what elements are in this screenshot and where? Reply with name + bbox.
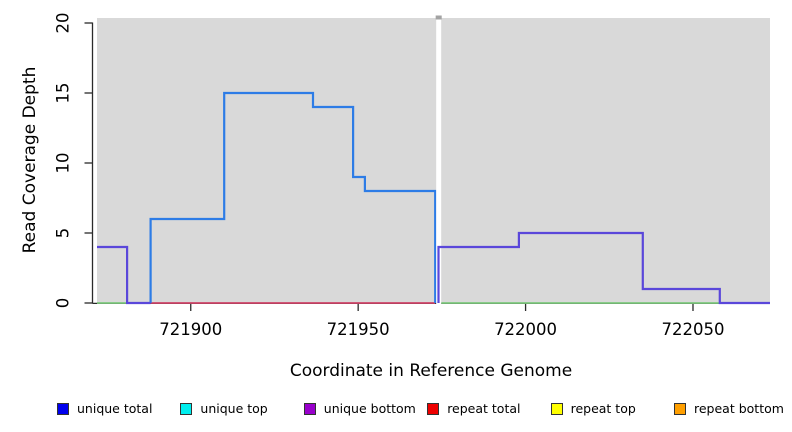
series-unique-bottom <box>97 245 151 305</box>
legend: unique total unique top unique bottom repea… <box>0 400 792 422</box>
legend-item-unique-bottom: unique bottom <box>303 400 416 418</box>
legend-swatch-unique-bottom <box>303 403 316 415</box>
legend-label: repeat total <box>447 401 521 416</box>
y-tick-label: 20 <box>54 13 73 34</box>
legend-item-unique-top: unique top <box>180 400 268 418</box>
x-tick-label: 722050 <box>661 320 724 339</box>
x-tick-label: 721950 <box>327 320 390 339</box>
legend-item-repeat-total: repeat total <box>427 400 521 418</box>
y-tick-label: 0 <box>54 298 73 309</box>
legend-swatch-repeat-total <box>427 403 440 415</box>
legend-label: repeat bottom <box>694 401 784 416</box>
x-tick-label: 721900 <box>159 320 222 339</box>
legend-label: unique top <box>200 401 268 416</box>
x-tick-label: 722000 <box>494 320 557 339</box>
legend-item-unique-total: unique total <box>57 400 152 418</box>
plot-panel <box>97 18 770 304</box>
legend-label: unique total <box>77 401 153 416</box>
legend-swatch-repeat-bottom <box>674 403 686 415</box>
legend-swatch-unique-top <box>180 403 193 415</box>
legend-item-repeat-bottom: repeat bottom <box>674 400 784 418</box>
y-tick-label: 5 <box>54 228 73 239</box>
legend-swatch-repeat-top <box>550 403 563 415</box>
legend-item-repeat-top: repeat top <box>550 400 636 418</box>
legend-label: unique bottom <box>323 401 416 416</box>
coverage-gap-cap <box>435 15 442 20</box>
coverage-gap <box>436 18 442 304</box>
y-tick-label: 10 <box>54 153 73 174</box>
legend-label: repeat top <box>570 401 636 416</box>
legend-swatch-unique-total <box>57 403 69 415</box>
y-tick-label: 15 <box>54 83 73 104</box>
x-axis-title: Coordinate in Reference Genome <box>289 361 573 381</box>
y-axis-title: Read Coverage Depth <box>20 66 40 254</box>
series-unique-total <box>149 91 437 303</box>
series-unique-bottom <box>437 231 770 305</box>
